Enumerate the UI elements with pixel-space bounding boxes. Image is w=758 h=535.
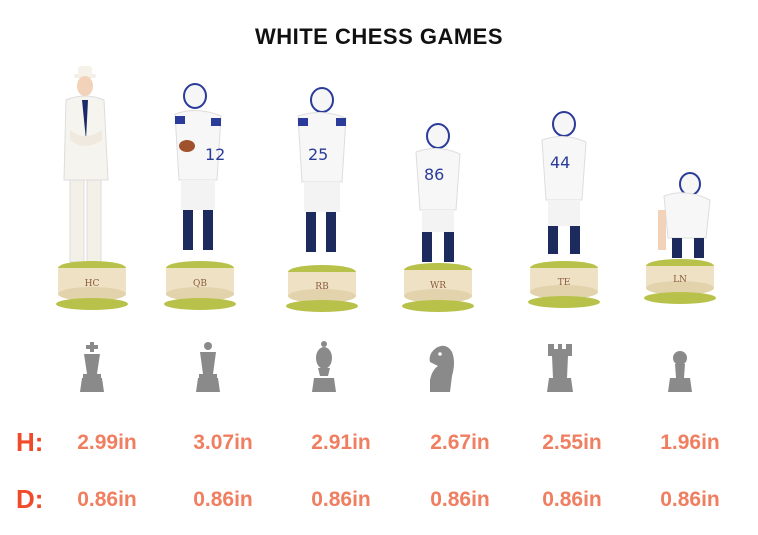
figurine-quarterback: 12 QB bbox=[145, 60, 255, 320]
diameter-value-hc: 0.86in bbox=[77, 488, 137, 511]
tight-end-figure: 44 bbox=[541, 111, 587, 254]
figurine-wide-receiver: 86 WR bbox=[382, 60, 492, 320]
base-label: LN bbox=[673, 275, 687, 285]
height-value-qb: 3.07in bbox=[193, 431, 253, 454]
figurine-base: HC bbox=[56, 261, 128, 310]
base-label: WR bbox=[430, 281, 446, 291]
svg-text:25: 25 bbox=[308, 145, 328, 164]
knight-icon bbox=[420, 340, 460, 396]
diameter-value-te: 0.86in bbox=[542, 488, 602, 511]
height-value-ln: 1.96in bbox=[660, 431, 720, 454]
svg-text:44: 44 bbox=[550, 153, 570, 172]
figurine-tight-end: 44 TE bbox=[508, 60, 618, 320]
rook-icon bbox=[540, 340, 580, 396]
diameter-value-rb: 0.86in bbox=[311, 488, 371, 511]
lineman-figure bbox=[658, 172, 711, 258]
figurine-head-coach: HC bbox=[36, 60, 146, 320]
height-row-label: H: bbox=[16, 427, 44, 457]
base-label: RB bbox=[315, 282, 329, 292]
diameter-value-wr: 0.86in bbox=[430, 488, 490, 511]
height-value-te: 2.55in bbox=[542, 431, 602, 454]
base-label: QB bbox=[193, 279, 207, 289]
running-back-figure: 25 bbox=[297, 87, 347, 252]
quarterback-figure: 12 bbox=[174, 83, 225, 250]
figurine-base: TE bbox=[528, 261, 600, 308]
svg-text:86: 86 bbox=[424, 165, 444, 184]
pawn-icon bbox=[660, 340, 700, 396]
page-title: WHITE CHESS GAMES bbox=[254, 24, 504, 49]
diameter-row-label: D: bbox=[16, 484, 44, 514]
height-value-hc: 2.99in bbox=[77, 431, 137, 454]
diameter-value-qb: 0.86in bbox=[193, 488, 253, 511]
king-icon bbox=[72, 340, 112, 396]
figurine-base: QB bbox=[164, 261, 236, 310]
svg-text:12: 12 bbox=[205, 145, 225, 164]
base-label: TE bbox=[558, 278, 571, 288]
height-value-rb: 2.91in bbox=[311, 431, 371, 454]
figurine-base: LN bbox=[644, 259, 716, 304]
figurine-base: RB bbox=[286, 265, 358, 312]
figurine-lineman: LN bbox=[624, 60, 734, 320]
height-value-wr: 2.67in bbox=[430, 431, 490, 454]
diameter-value-ln: 0.86in bbox=[660, 488, 720, 511]
base-label: HC bbox=[85, 279, 100, 289]
wide-receiver-figure: 86 bbox=[415, 123, 461, 262]
queen-icon bbox=[188, 340, 228, 396]
bishop-icon bbox=[304, 340, 344, 396]
figurine-base: WR bbox=[402, 263, 474, 312]
coach-figure bbox=[63, 66, 109, 263]
figurine-running-back: 25 RB bbox=[266, 60, 376, 320]
